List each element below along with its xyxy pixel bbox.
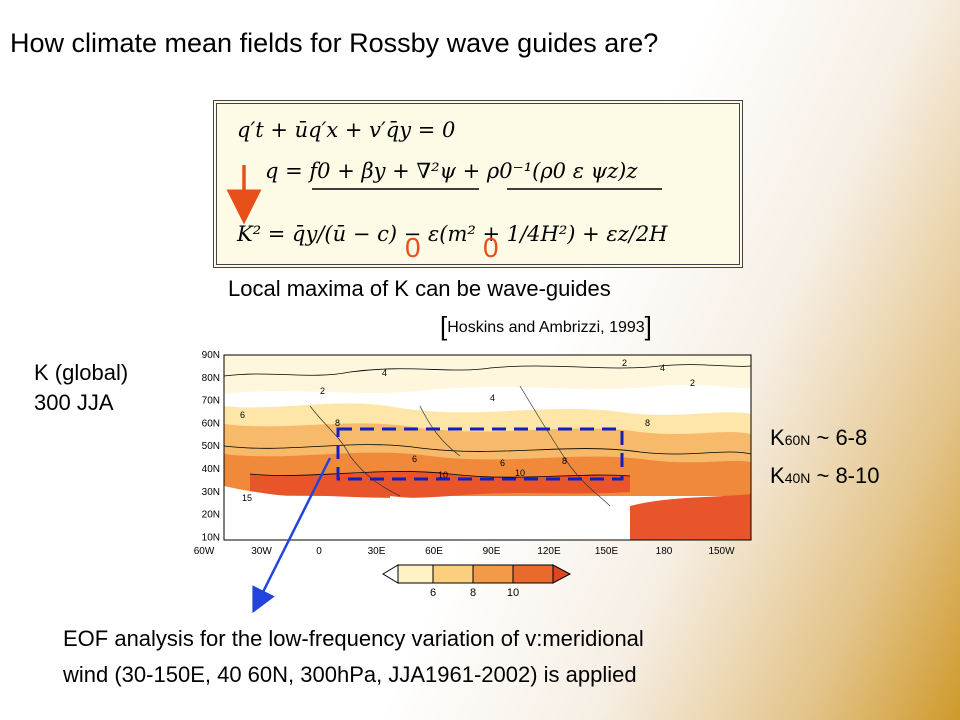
lon-label: 60E <box>425 546 443 557</box>
map-label: K (global) 300 JJA <box>34 358 128 418</box>
lon-labels: 60W 30W 0 30E 60E 90E 120E 150E 180 150W <box>194 546 735 557</box>
lon-label: 180 <box>656 546 673 557</box>
contour-label: 4 <box>660 363 665 373</box>
lat-label: 50N <box>202 441 220 452</box>
map-label-line1: K (global) <box>34 360 129 385</box>
k-values: K60N ~ 6-8 K40N ~ 8-10 <box>770 420 879 496</box>
lat-label: 90N <box>202 350 220 361</box>
lat-label: 60N <box>202 418 220 429</box>
citation-text: Hoskins and Ambrizzi, 1993 <box>447 319 645 336</box>
contour-labels: 4 4 4 2 2 2 6 6 6 8 8 8 10 10 15 <box>240 358 695 503</box>
contour-label: 8 <box>645 418 650 428</box>
contour-label: 8 <box>335 418 340 428</box>
citation: [Hoskins and Ambrizzi, 1993] <box>440 311 652 342</box>
zero-mark-1: 0 <box>405 232 421 263</box>
analysis-box <box>336 427 624 481</box>
colorbar-tick: 10 <box>507 587 519 599</box>
contour-label: 10 <box>438 470 448 480</box>
citation-open-bracket: [ <box>440 311 448 341</box>
map-field <box>224 355 751 540</box>
lon-label: 150E <box>595 546 619 557</box>
lat-label: 80N <box>202 373 220 384</box>
equation-box: q′t + ūq′x + v′q̄y = 0 q = f0 + βy + ∇²ψ… <box>213 100 743 268</box>
eof-description: EOF analysis for the low-frequency varia… <box>63 621 644 693</box>
contour-label: 4 <box>490 393 495 403</box>
lon-label: 120E <box>537 546 561 557</box>
equation-pv-conservation: q′t + ūq′x + v′q̄y = 0 <box>237 118 456 142</box>
contour-label: 6 <box>412 454 417 464</box>
lat-label: 70N <box>202 396 220 407</box>
contour-label: 2 <box>622 358 627 368</box>
lat-label: 30N <box>202 487 220 498</box>
contour-label: 2 <box>690 378 695 388</box>
equation-pv-definition: q = f0 + βy + ∇²ψ + ρ0⁻¹(ρ0 ε ψz)z <box>265 159 638 183</box>
slide-title: How climate mean fields for Rossby wave … <box>10 28 659 58</box>
contour-label: 6 <box>500 458 505 468</box>
lon-label: 30W <box>251 546 272 557</box>
contour-label: 15 <box>242 493 252 503</box>
zero-mark-2: 0 <box>483 232 499 263</box>
lat-label: 20N <box>202 510 220 521</box>
colorbar-tick: 8 <box>470 587 476 599</box>
contour-label: 6 <box>240 410 245 420</box>
band-red-pacific <box>630 494 751 540</box>
lat-label: 40N <box>202 464 220 475</box>
lat-label: 10N <box>202 532 220 543</box>
equation-annotations: 0 0 <box>312 188 662 263</box>
citation-close-bracket: ] <box>644 311 652 341</box>
lat-labels: 90N 80N 70N 60N 50N 40N 30N 20N 10N <box>202 350 220 543</box>
wave-guide-caption: Local maxima of K can be wave-guides <box>228 276 611 301</box>
equation-wavenumber: K² = q̄y/(ū − c) − ε(m² + 1/4H²) + εz/2H <box>237 222 668 246</box>
eof-line2: wind (30-150E, 40 60N, 300hPa, JJA1961-2… <box>63 662 637 687</box>
contour-label: 2 <box>320 386 325 396</box>
lon-label: 90E <box>483 546 501 557</box>
lon-label: 150W <box>708 546 735 557</box>
lon-label: 30E <box>368 546 386 557</box>
colorbar-tick: 6 <box>430 587 436 599</box>
contour-label: 4 <box>382 368 387 378</box>
map-label-line2: 300 JJA <box>34 390 114 415</box>
lon-label: 60W <box>194 546 215 557</box>
contour-label: 10 <box>515 468 525 478</box>
k40-line: K40N ~ 8-10 <box>770 463 880 488</box>
lon-label: 0 <box>316 546 322 557</box>
k60-line: K60N ~ 6-8 <box>770 425 868 450</box>
band-polar <box>224 355 751 394</box>
eof-line1: EOF analysis for the low-frequency varia… <box>63 626 644 651</box>
colorbar: 6 8 10 <box>382 564 572 599</box>
contour-label: 8 <box>562 456 567 466</box>
